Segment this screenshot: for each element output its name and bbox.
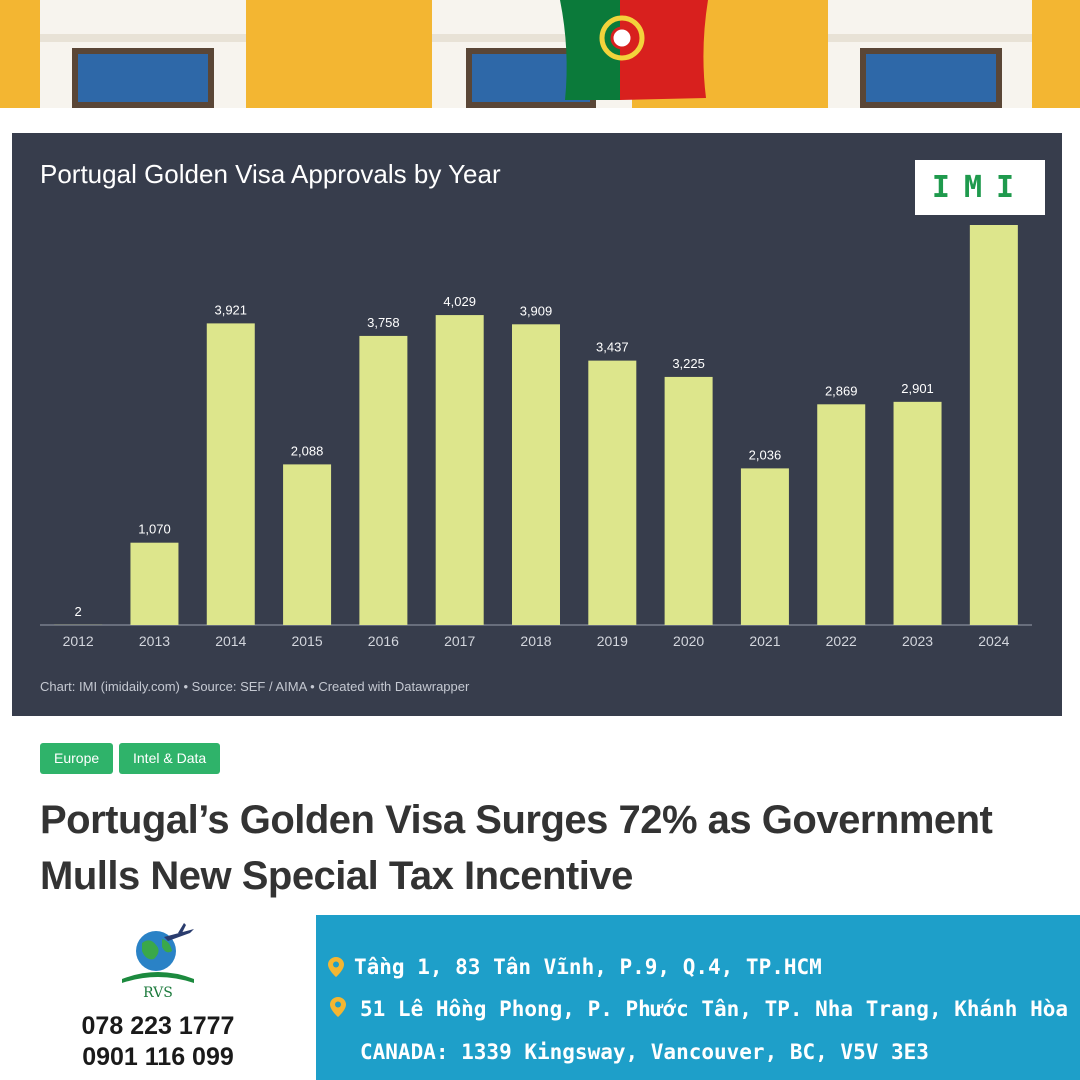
phone-number-1[interactable]: 078 223 1777 [81, 1012, 235, 1040]
bar-2013 [130, 542, 179, 625]
bar-2016 [359, 335, 408, 625]
bar-2018 [512, 324, 560, 625]
data-label-2016: 3,758 [367, 315, 400, 330]
bar-2024 [969, 225, 1018, 625]
bar-2017 [435, 315, 484, 625]
building-window [40, 0, 246, 108]
data-label-2013: 1,070 [138, 522, 171, 537]
x-tick-label-2023: 2023 [902, 633, 933, 649]
portugal-flag-icon [560, 0, 708, 100]
x-tick-label-2013: 2013 [139, 633, 170, 649]
article-headline[interactable]: Portugal’s Golden Visa Surges 72% as Gov… [40, 798, 993, 898]
data-label-2018: 3,909 [520, 303, 553, 318]
x-tick-label-2016: 2016 [368, 633, 399, 649]
data-label-2022: 2,869 [825, 383, 858, 398]
x-tick-label-2019: 2019 [597, 633, 628, 649]
address-hcm: Tầng 1, 83 Tân Vĩnh, P.9, Q.4, TP.HCM [354, 955, 822, 979]
contact-panel: Tầng 1, 83 Tân Vĩnh, P.9, Q.4, TP.HCM 51… [316, 915, 1080, 1080]
location-pin-icon [330, 997, 346, 1017]
tag-europe[interactable]: Europe [40, 743, 114, 774]
bar-2014 [206, 323, 255, 625]
chart-source-note: Chart: IMI (imidaily.com) • Source: SEF … [40, 679, 470, 694]
bar-2020 [664, 376, 713, 625]
data-label-2015: 2,088 [291, 443, 324, 458]
location-pin-icon [328, 957, 344, 977]
x-tick-label-2020: 2020 [673, 633, 704, 649]
bar-chart: 2 2012 1,070 2013 3,921 2014 2,088 2015 3,758 201… [40, 225, 1032, 649]
data-label-2012: 2 [75, 604, 82, 619]
imi-logo-text: IMI [931, 170, 1029, 205]
data-label-2017: 4,029 [443, 294, 476, 309]
data-label-2020: 3,225 [672, 356, 705, 371]
x-tick-label-2012: 2012 [63, 633, 94, 649]
chart-panel: 2 2012 1,070 2013 3,921 2014 2,088 2015 3,758 201… [12, 133, 1062, 716]
address-canada: CANADA: 1339 Kingsway, Vancouver, BC, V5… [360, 1040, 929, 1064]
brand-name: RVS [143, 985, 173, 1001]
x-tick-label-2015: 2015 [291, 633, 322, 649]
x-tick-label-2024: 2024 [978, 633, 1009, 649]
bar-2023 [893, 401, 942, 625]
tag-intel-data[interactable]: Intel & Data [119, 743, 221, 774]
x-tick-label-2022: 2022 [826, 633, 857, 649]
address-nha-trang: 51 Lê Hồng Phong, P. Phước Tân, TP. Nha … [360, 997, 1069, 1021]
data-label-2023: 2,901 [901, 381, 934, 396]
bar-2019 [588, 360, 637, 625]
phone-number-2[interactable]: 0901 116 099 [82, 1043, 234, 1071]
x-tick-label-2021: 2021 [749, 633, 780, 649]
building-window [828, 0, 1032, 108]
data-label-2021: 2,036 [749, 447, 782, 462]
globe-plane-logo-icon [122, 923, 194, 983]
x-tick-label-2014: 2014 [215, 633, 246, 649]
bar-2021 [740, 468, 789, 625]
x-tick-label-2018: 2018 [520, 633, 551, 649]
bar-2022 [817, 404, 866, 625]
data-label-2019: 3,437 [596, 340, 629, 355]
imi-logo: IMI [915, 160, 1045, 215]
data-label-2014: 3,921 [214, 302, 247, 317]
bar-2015 [283, 464, 332, 625]
header-photo [0, 0, 1080, 108]
chart-title: Portugal Golden Visa Approvals by Year [40, 159, 501, 189]
brand-block: RVS 078 223 1777 0901 116 099 [0, 915, 316, 1080]
x-tick-label-2017: 2017 [444, 633, 475, 649]
